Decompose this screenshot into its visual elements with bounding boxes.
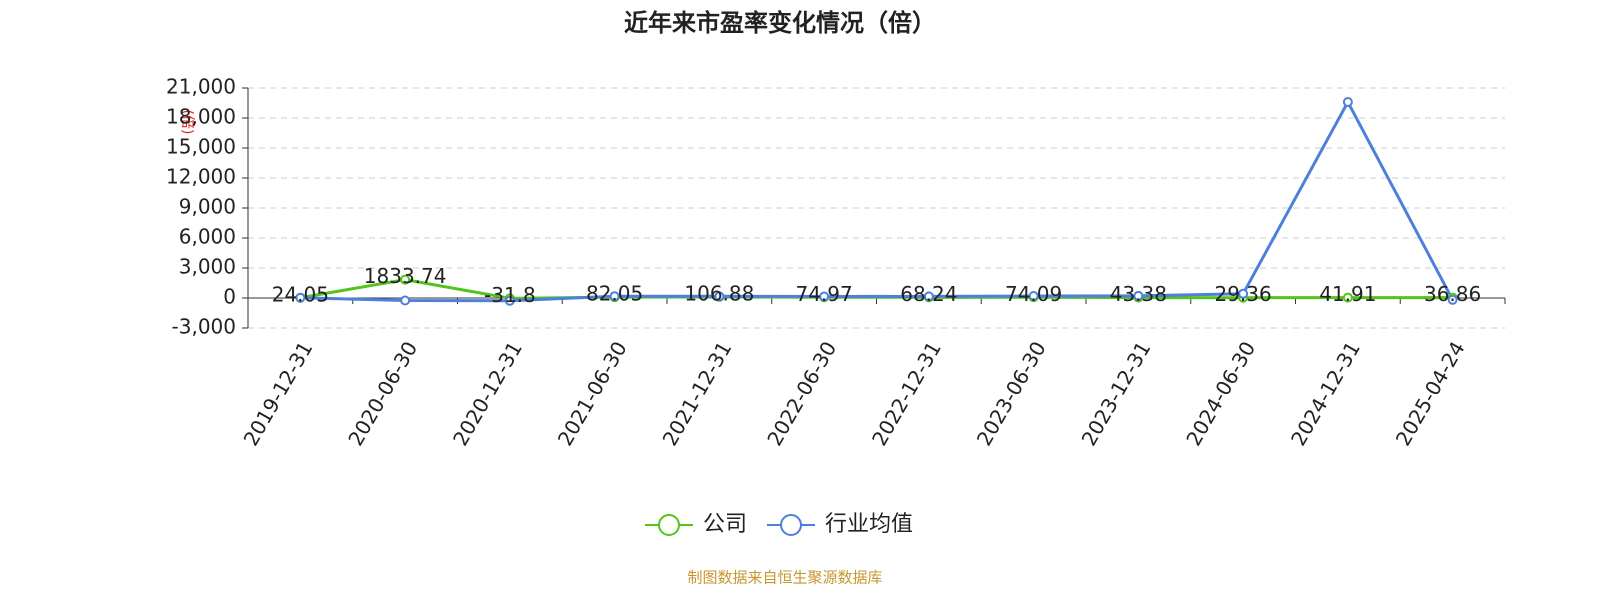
data-label: 106.88	[684, 281, 754, 305]
x-tick-label: 2022-12-31	[867, 337, 946, 450]
data-label: 74.09	[1005, 282, 1062, 306]
series-line	[300, 98, 1454, 303]
x-tick-label: 2020-06-30	[343, 337, 422, 450]
y-tick-label: 6,000	[179, 225, 236, 249]
data-point	[1342, 292, 1353, 303]
data-label: -31.8	[484, 283, 536, 307]
data-point	[400, 295, 411, 306]
data-point	[1028, 291, 1039, 301]
data-point	[714, 291, 725, 302]
y-tick-label: 9,000	[179, 195, 236, 219]
legend-label: 公司	[703, 512, 747, 537]
legend-label: 行业均值	[825, 512, 913, 537]
data-point	[609, 291, 620, 302]
legend-marker	[780, 514, 803, 536]
x-tick-label: 2025-04-24	[1391, 337, 1470, 450]
x-tick-label: 2019-12-31	[239, 337, 318, 450]
data-label: 29.36	[1214, 282, 1271, 306]
data-point	[923, 291, 934, 302]
data-point	[1447, 294, 1458, 305]
x-tick-label: 2021-06-30	[553, 337, 632, 450]
data-point	[819, 291, 830, 302]
x-tick-label: 2023-06-30	[972, 337, 1051, 450]
data-point	[1342, 97, 1353, 107]
x-tick-label: 2023-12-31	[1077, 337, 1156, 450]
data-label: 41.91	[1319, 282, 1376, 306]
y-tick-label: 12,000	[166, 165, 236, 189]
data-label: 74.97	[795, 282, 852, 306]
y-tick-label: 15,000	[166, 135, 236, 159]
x-tick-label: 2024-06-30	[1181, 337, 1260, 450]
x-tick-label: 2021-12-31	[658, 337, 737, 450]
data-label: 36.86	[1424, 282, 1481, 306]
x-tick-label: 2024-12-31	[1286, 337, 1365, 450]
data-label: 68.24	[900, 282, 957, 306]
data-label: 82.05	[586, 282, 643, 306]
y-tick-label: 18,000	[166, 105, 236, 129]
data-point	[1133, 290, 1144, 301]
y-tick-label: 21,000	[166, 75, 236, 99]
data-point	[1238, 288, 1249, 299]
x-tick-label: 2020-12-31	[448, 337, 527, 450]
y-axis-label: (倍)	[179, 110, 195, 135]
data-point	[400, 274, 411, 285]
data-label: 1833.74	[364, 264, 447, 288]
source-note: 制图数据来自恒生聚源数据库	[687, 569, 882, 587]
data-point	[295, 292, 306, 303]
chart-title: 近年来市盈率变化情况（倍）	[624, 9, 936, 37]
data-label: 24.05	[272, 282, 329, 306]
data-point	[504, 295, 515, 306]
data-label: 43.38	[1110, 282, 1167, 306]
y-tick-label: -3,000	[172, 315, 236, 339]
x-tick-label: 2022-06-30	[762, 337, 841, 450]
y-tick-label: 0	[223, 285, 236, 309]
y-tick-label: 3,000	[179, 255, 236, 279]
legend-marker	[658, 514, 680, 536]
